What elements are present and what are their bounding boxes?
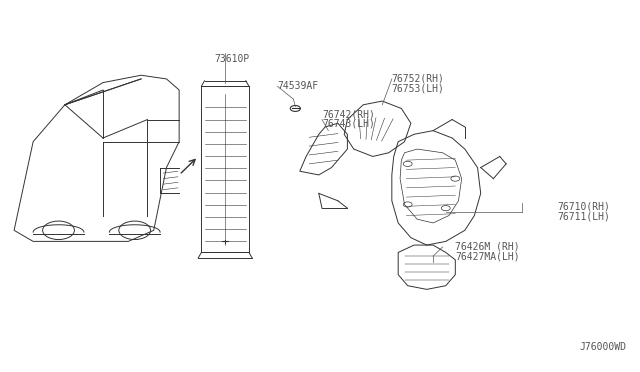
Text: 76426M (RH): 76426M (RH) — [455, 242, 520, 252]
Text: 76752(RH): 76752(RH) — [392, 74, 445, 84]
Text: J76000WD: J76000WD — [579, 341, 626, 352]
Text: 76753(LH): 76753(LH) — [392, 84, 445, 94]
Text: 76742(RH): 76742(RH) — [322, 109, 375, 119]
Text: 73610P: 73610P — [214, 54, 250, 64]
Text: 76743(LH): 76743(LH) — [322, 119, 375, 129]
Text: 76710(RH): 76710(RH) — [557, 201, 610, 211]
Text: 76711(LH): 76711(LH) — [557, 211, 610, 221]
Text: 76427MA(LH): 76427MA(LH) — [455, 252, 520, 262]
Bar — [202, 86, 249, 253]
Text: 74539AF: 74539AF — [278, 81, 319, 91]
